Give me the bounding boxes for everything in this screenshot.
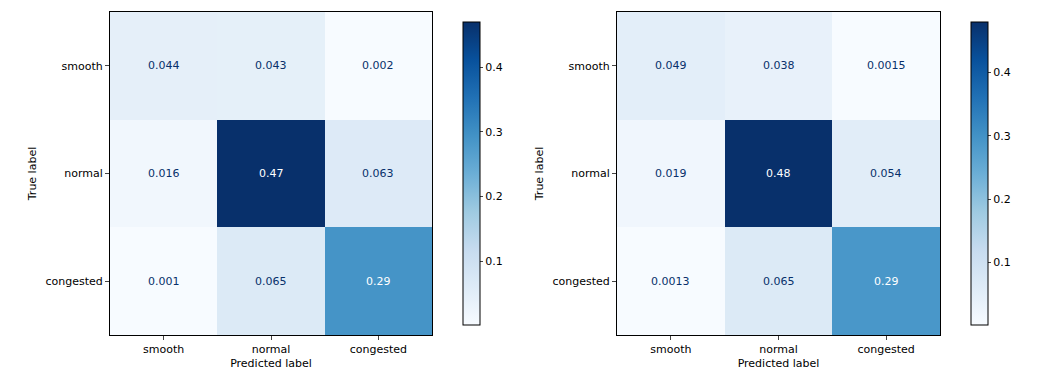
svg-text:0.3: 0.3 [485,126,503,139]
svg-text:0.1: 0.1 [485,255,503,268]
svg-text:congested: congested [46,275,103,288]
svg-text:0.0015: 0.0015 [867,59,906,72]
svg-text:0.4: 0.4 [485,61,503,74]
svg-text:normal: normal [759,343,798,356]
svg-text:Predicted label: Predicted label [230,357,312,370]
svg-text:0.054: 0.054 [870,167,902,180]
svg-text:normal: normal [64,167,103,180]
svg-text:0.065: 0.065 [763,275,795,288]
svg-text:0.29: 0.29 [874,275,899,288]
svg-text:Predicted label: Predicted label [738,357,820,370]
svg-text:smooth: smooth [62,60,103,73]
svg-text:0.4: 0.4 [993,66,1011,79]
svg-text:0.038: 0.038 [763,59,795,72]
svg-text:0.043: 0.043 [255,59,287,72]
svg-text:0.3: 0.3 [993,130,1011,143]
svg-text:smooth: smooth [143,343,184,356]
svg-text:0.016: 0.016 [148,167,180,180]
svg-text:0.1: 0.1 [993,256,1011,269]
svg-text:0.049: 0.049 [655,59,687,72]
svg-text:congested: congested [350,343,407,356]
svg-text:smooth: smooth [569,60,610,73]
svg-text:True label: True label [26,147,39,201]
svg-text:0.065: 0.065 [255,275,287,288]
svg-text:0.2: 0.2 [993,193,1011,206]
svg-text:smooth: smooth [650,343,691,356]
svg-text:0.044: 0.044 [148,59,180,72]
svg-text:0.063: 0.063 [362,167,394,180]
svg-text:normal: normal [571,167,610,180]
svg-text:0.48: 0.48 [766,167,791,180]
svg-text:0.002: 0.002 [362,59,394,72]
svg-text:congested: congested [553,275,610,288]
svg-text:True label: True label [533,147,546,201]
svg-text:0.0013: 0.0013 [651,275,690,288]
svg-text:0.2: 0.2 [485,190,503,203]
svg-text:congested: congested [858,343,915,356]
svg-text:0.019: 0.019 [655,167,687,180]
svg-text:normal: normal [252,343,291,356]
svg-text:0.001: 0.001 [148,275,180,288]
svg-text:0.29: 0.29 [366,275,391,288]
svg-text:0.47: 0.47 [259,167,284,180]
